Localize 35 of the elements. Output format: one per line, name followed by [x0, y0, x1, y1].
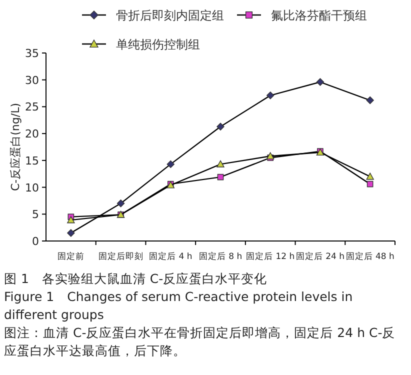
y-tick-label: 20	[25, 128, 39, 141]
x-tick-label: 固定后 4 h	[149, 251, 192, 262]
point	[316, 78, 324, 86]
legend-label: 氟比洛芬酯干预组	[271, 8, 367, 22]
point	[166, 160, 174, 168]
point	[366, 96, 374, 104]
text: 图注：血清 C-反应蛋白水平在骨折固定后即增高，固定后 24 h C-反应蛋白水平达最高值，后下降。	[4, 324, 396, 360]
legend-label: 单纯损伤控制组	[116, 38, 200, 52]
point	[67, 229, 75, 237]
point	[366, 180, 374, 188]
caption: Figure 1 Changes of serum C-reactive protein levels in different groups	[4, 288, 354, 324]
point	[366, 172, 374, 180]
caption: 图 1 各实验组大鼠血清 C-反应蛋白水平变化	[4, 270, 268, 288]
y-tick-label: 5	[32, 208, 39, 222]
point	[216, 122, 224, 130]
point	[216, 160, 224, 168]
x-tick-label: 固定后即刻	[98, 251, 144, 262]
y-tick-label: 0	[32, 235, 39, 248]
point	[217, 174, 224, 180]
point	[116, 200, 125, 208]
x-tick-label: 固定后 48 h	[346, 251, 394, 262]
x-tick-label: 固定前	[57, 251, 84, 262]
y-tick-label: 15	[25, 154, 39, 168]
y-axis-title: C-反应蛋白(ng/L)	[9, 102, 22, 192]
x-tick-label: 固定后 24 h	[296, 251, 345, 262]
point	[67, 216, 75, 224]
y-tick-label: 35	[25, 47, 39, 60]
y-tick-label: 30	[25, 74, 39, 87]
x-tick-label: 固定后 12 h	[246, 251, 295, 262]
point	[266, 152, 274, 160]
x-tick-label: 固定后 8 h	[198, 251, 242, 262]
y-tick-label: 25	[25, 100, 39, 114]
y-tick-label: 10	[25, 181, 39, 194]
point	[266, 92, 274, 100]
legend-label: 骨折后即刻内固定组	[116, 8, 224, 22]
